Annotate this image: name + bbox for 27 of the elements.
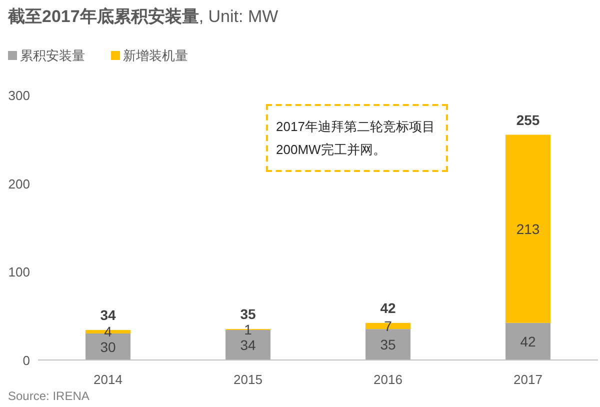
bar <box>366 329 410 360</box>
y-tick-label: 300 <box>8 88 30 103</box>
data-label: 34 <box>240 336 256 353</box>
data-label: 1 <box>244 322 252 338</box>
source-note: Source: IRENA <box>8 389 90 403</box>
total-label: 42 <box>380 300 396 316</box>
y-tick-label: 100 <box>8 264 30 280</box>
total-label: 255 <box>516 112 540 128</box>
legend-label: 新增装机量 <box>123 48 188 63</box>
x-tick-label: 2014 <box>94 372 122 387</box>
chart-title: 截至2017年底累积安装量, Unit: MW <box>7 7 278 26</box>
x-tick-label: 2016 <box>374 372 402 387</box>
x-tick-label: 2015 <box>234 372 262 387</box>
y-tick-label: 0 <box>22 353 30 368</box>
data-label: 30 <box>100 338 116 355</box>
legend-label: 累积安装量 <box>20 48 85 63</box>
data-label: 213 <box>516 220 540 237</box>
bar <box>506 322 550 360</box>
y-tick-label: 200 <box>8 176 30 192</box>
total-label: 35 <box>240 306 256 322</box>
total-label: 34 <box>100 306 116 323</box>
data-label: 42 <box>520 333 536 350</box>
bar <box>506 134 550 323</box>
data-label: 35 <box>380 336 396 353</box>
annotation: 2017年迪拜第二轮竞标项目200MW完工并网。 <box>266 104 448 172</box>
x-tick-label: 2017 <box>514 372 542 387</box>
bar <box>366 322 410 330</box>
